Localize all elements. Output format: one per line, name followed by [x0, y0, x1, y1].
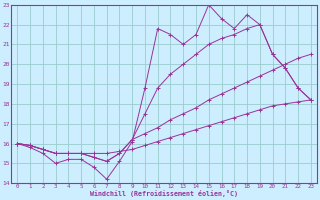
X-axis label: Windchill (Refroidissement éolien,°C): Windchill (Refroidissement éolien,°C): [90, 190, 238, 197]
